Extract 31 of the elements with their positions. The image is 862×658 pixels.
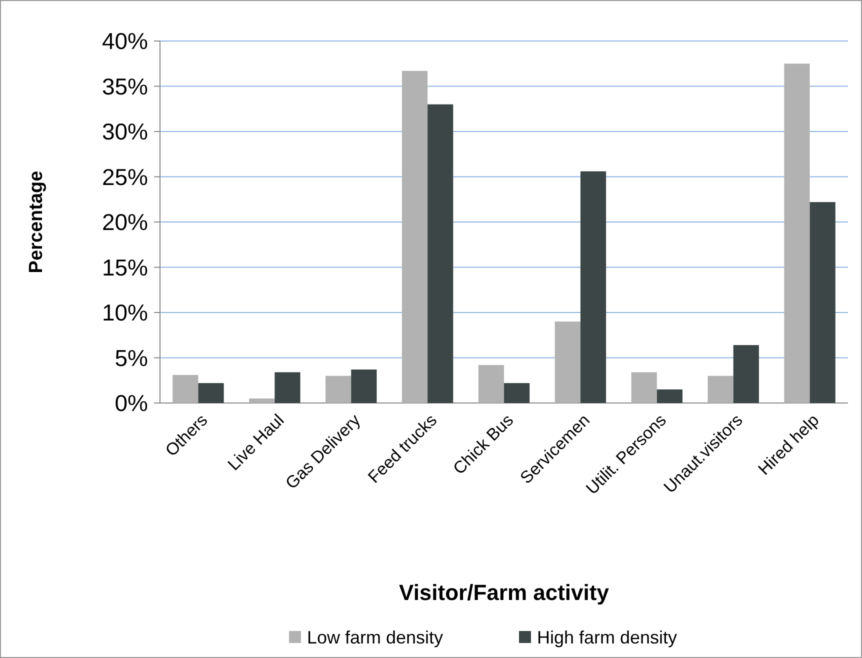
y-tick-label: 20% bbox=[102, 209, 148, 236]
bar bbox=[504, 383, 530, 403]
bar bbox=[631, 372, 657, 403]
bar bbox=[172, 374, 198, 403]
bar bbox=[274, 372, 300, 403]
bar bbox=[554, 322, 580, 403]
bar bbox=[656, 389, 682, 403]
y-tick-label: 40% bbox=[102, 28, 148, 54]
bar bbox=[351, 370, 377, 403]
bar bbox=[810, 202, 836, 403]
legend-label: High farm density bbox=[537, 627, 678, 648]
bar bbox=[326, 376, 352, 403]
bar bbox=[733, 345, 759, 403]
x-axis-title: Visitor/Farm activity bbox=[399, 580, 610, 605]
y-tick-label: 0% bbox=[114, 390, 148, 416]
bar bbox=[198, 383, 224, 403]
y-tick-label: 25% bbox=[102, 164, 148, 190]
bar bbox=[428, 104, 454, 403]
bar bbox=[708, 376, 734, 403]
bar bbox=[402, 70, 428, 403]
y-axis-title: Percentage bbox=[26, 170, 47, 274]
y-tick-label: 15% bbox=[102, 254, 148, 280]
y-tick-label: 35% bbox=[102, 73, 148, 100]
bar bbox=[580, 171, 606, 403]
legend-label: Low farm density bbox=[307, 627, 444, 648]
bar bbox=[478, 364, 504, 403]
y-tick-label: 30% bbox=[102, 118, 148, 145]
bar bbox=[249, 398, 275, 403]
y-tick-label: 10% bbox=[102, 300, 148, 326]
y-tick-label: 5% bbox=[114, 344, 148, 371]
bar bbox=[784, 64, 810, 403]
